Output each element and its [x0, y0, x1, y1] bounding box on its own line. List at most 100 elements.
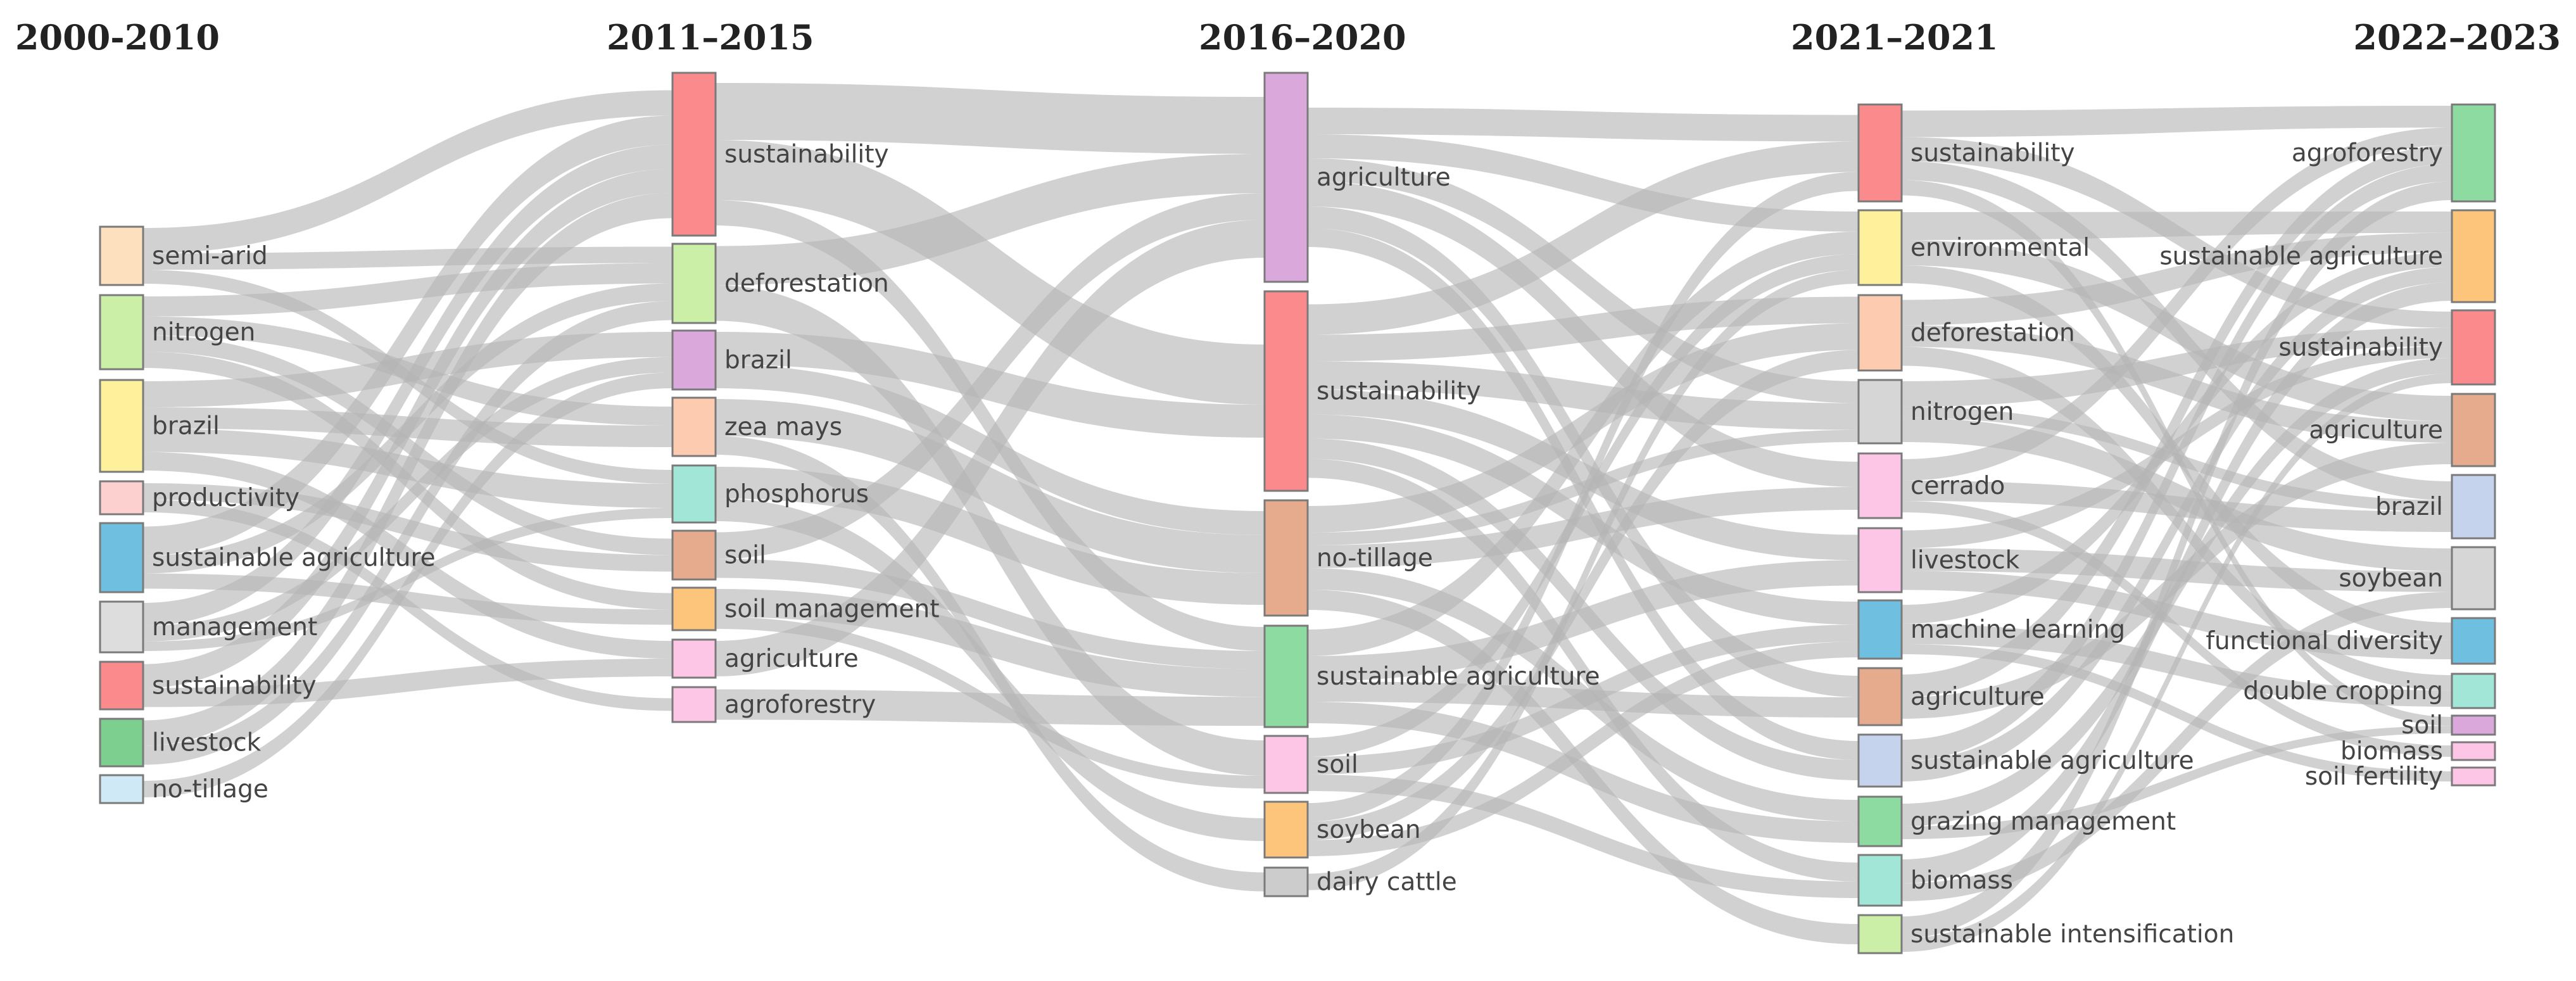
label-1-management: management: [152, 613, 317, 642]
flow-2-3-to-3-9: [1308, 702, 1859, 843]
flow-2-3-to-3-5: [1308, 560, 1859, 681]
node-3-soil[interactable]: [1263, 735, 1309, 794]
flow-3-6-to-4-1: [1902, 252, 2452, 624]
node-1-brazil[interactable]: [99, 379, 144, 473]
node-4-environmental[interactable]: [1857, 209, 1903, 286]
label-3-soybean: soybean: [1316, 816, 1421, 844]
node-4-agriculture[interactable]: [1857, 667, 1903, 726]
node-5-soil[interactable]: [2451, 714, 2496, 736]
node-5-sustainability[interactable]: [2451, 309, 2496, 386]
node-3-agriculture[interactable]: [1263, 72, 1309, 283]
label-1-sustainability: sustainability: [152, 672, 317, 700]
label-3-soil: soil: [1316, 750, 1358, 779]
label-4-sustainable-intensification: sustainable intensification: [1910, 920, 2234, 949]
label-1-nitrogen: nitrogen: [152, 319, 255, 347]
node-2-agroforestry[interactable]: [671, 686, 717, 723]
label-1-brazil: brazil: [152, 412, 220, 441]
node-2-soil-management[interactable]: [671, 586, 717, 631]
flow-2-1-to-3-10: [1308, 459, 1859, 882]
node-5-biomass[interactable]: [2451, 741, 2496, 761]
flow-3-9-to-4-8: [1902, 726, 2452, 839]
period-title-1: 2000-2010: [15, 17, 220, 58]
node-4-sustainable-intensification[interactable]: [1857, 914, 1903, 954]
flow-3-0-to-4-0: [1902, 106, 2452, 137]
node-5-agriculture[interactable]: [2451, 393, 2496, 467]
flow-2-0-to-3-0: [1308, 108, 1859, 142]
node-3-dairy-cattle[interactable]: [1263, 866, 1309, 897]
flow-3-6-to-4-10: [1902, 644, 2452, 782]
label-2-agriculture: agriculture: [724, 645, 859, 673]
node-2-soil[interactable]: [671, 529, 717, 581]
flow-3-4-to-4-0: [1902, 127, 2452, 481]
node-5-sustainable-agriculture[interactable]: [2451, 209, 2496, 303]
node-5-brazil[interactable]: [2451, 474, 2496, 540]
node-4-livestock[interactable]: [1857, 527, 1903, 593]
flow-1-3-to-2-2: [716, 399, 1265, 573]
label-1-productivity: productivity: [152, 484, 300, 512]
node-2-sustainability[interactable]: [671, 72, 717, 237]
label-2-sustainability: sustainability: [724, 141, 889, 169]
node-2-zea-mays[interactable]: [671, 396, 717, 457]
node-4-sustainable-agriculture[interactable]: [1857, 733, 1903, 788]
node-3-no-tillage[interactable]: [1263, 499, 1309, 617]
node-4-grazing-management[interactable]: [1857, 795, 1903, 847]
node-4-deforestation[interactable]: [1857, 294, 1903, 372]
node-layer: [99, 72, 2496, 954]
node-3-soybean[interactable]: [1263, 801, 1309, 859]
label-2-soil: soil: [724, 541, 766, 570]
node-5-double-cropping[interactable]: [2451, 673, 2496, 709]
flow-3-10-to-4-5: [1902, 592, 2452, 901]
label-3-dairy-cattle: dairy cattle: [1316, 868, 1457, 897]
node-1-livestock[interactable]: [99, 718, 144, 768]
flow-0-4-to-1-6: [143, 573, 672, 625]
node-3-sustainable-agriculture[interactable]: [1263, 624, 1309, 728]
node-5-agroforestry[interactable]: [2451, 103, 2496, 203]
node-4-biomass[interactable]: [1857, 854, 1903, 907]
label-4-sustainability: sustainability: [1910, 139, 2075, 168]
node-1-no-tillage[interactable]: [99, 774, 144, 804]
flow-0-5-to-1-2: [143, 357, 672, 642]
flow-0-8-to-1-2: [143, 372, 672, 797]
label-1-no-tillage: no-tillage: [152, 775, 268, 804]
node-1-productivity[interactable]: [99, 480, 144, 516]
node-5-functional-diversity[interactable]: [2451, 617, 2496, 665]
node-1-sustainability[interactable]: [99, 661, 144, 711]
node-2-phosphorus[interactable]: [671, 464, 717, 524]
node-4-sustainability[interactable]: [1857, 103, 1903, 203]
node-5-soil-fertility[interactable]: [2451, 766, 2496, 787]
flow-2-1-to-3-0: [1308, 141, 1859, 335]
label-1-semi-arid: semi-arid: [152, 242, 268, 270]
flow-3-3-to-4-5: [1902, 417, 2452, 572]
node-5-soybean[interactable]: [2451, 546, 2496, 611]
label-5-agroforestry: agroforestry: [2292, 139, 2443, 168]
node-1-management[interactable]: [99, 600, 144, 654]
flow-1-0-to-2-3: [716, 200, 1265, 652]
node-3-sustainability[interactable]: [1263, 290, 1309, 492]
flow-0-6-to-1-0: [143, 168, 672, 688]
node-1-semi-arid[interactable]: [99, 225, 144, 286]
flow-3-4-to-4-4: [1902, 481, 2452, 532]
node-4-cerrado[interactable]: [1857, 452, 1903, 519]
flow-1-8-to-2-3: [716, 689, 1265, 726]
flow-0-5-to-1-0: [143, 144, 672, 626]
node-2-brazil[interactable]: [671, 329, 717, 391]
flow-2-2-to-3-2: [1308, 323, 1859, 533]
node-2-agriculture[interactable]: [671, 638, 717, 679]
flow-0-7-to-1-1: [143, 301, 672, 765]
label-2-soil-management: soil management: [724, 595, 940, 624]
flow-1-5-to-2-0: [716, 193, 1265, 559]
node-1-nitrogen[interactable]: [99, 294, 144, 370]
label-4-grazing-management: grazing management: [1910, 807, 2176, 836]
node-1-sustainable-agriculture[interactable]: [99, 522, 144, 593]
label-4-cerrado: cerrado: [1910, 472, 2005, 500]
label-3-no-tillage: no-tillage: [1316, 544, 1433, 573]
node-4-nitrogen[interactable]: [1857, 379, 1903, 445]
node-2-deforestation[interactable]: [671, 243, 717, 324]
period-titles: 2000-2010 2011–2015 2016–2020 2021–2021 …: [15, 17, 2561, 58]
label-5-double-cropping: double cropping: [2243, 677, 2443, 706]
flow-0-2-to-1-7: [143, 452, 672, 659]
label-4-agriculture: agriculture: [1910, 683, 2045, 711]
flow-3-8-to-4-1: [1902, 267, 2452, 782]
node-4-machine-learning[interactable]: [1857, 599, 1903, 660]
